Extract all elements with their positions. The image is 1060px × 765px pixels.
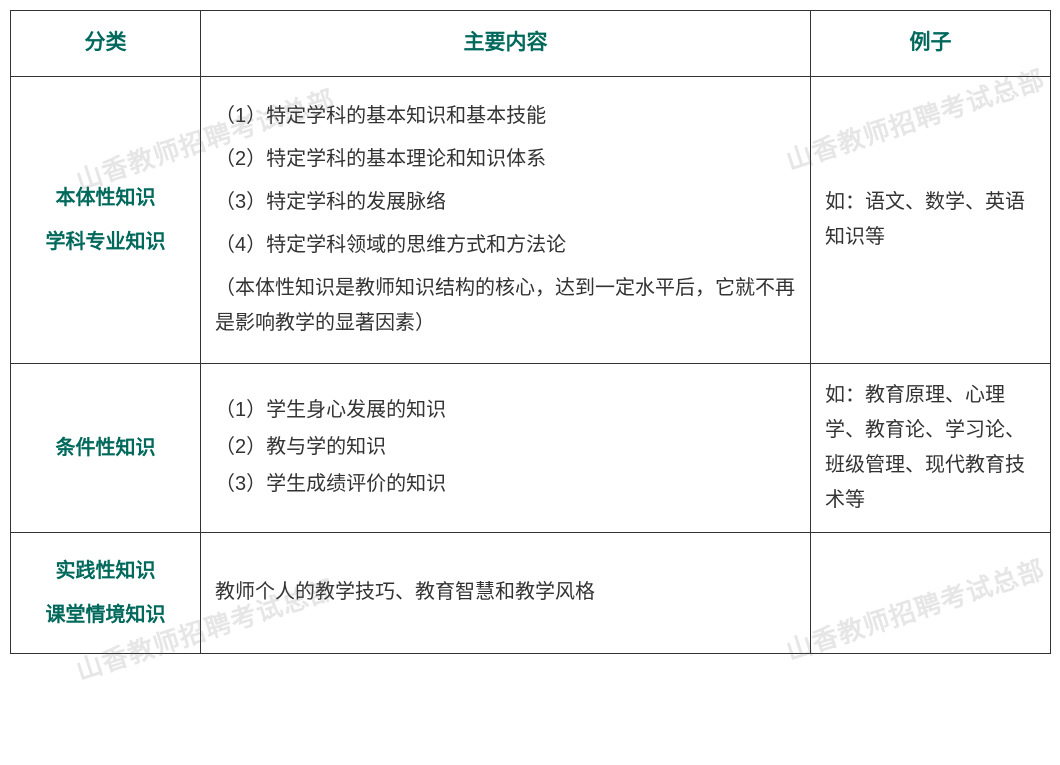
knowledge-types-table: 分类 主要内容 例子 本体性知识 学科专业知识 （1）特定学科的基本知识和基本技… bbox=[10, 10, 1051, 654]
category-line: 本体性知识 bbox=[19, 176, 192, 220]
content-note: （本体性知识是教师知识结构的核心，达到一定水平后，它就不再是影响教学的显著因素） bbox=[215, 271, 796, 341]
table-row: 实践性知识 课堂情境知识 教师个人的教学技巧、教育智慧和教学风格 bbox=[11, 532, 1051, 653]
col-example: 例子 bbox=[811, 11, 1051, 77]
category-line: 课堂情境知识 bbox=[19, 593, 192, 637]
content-cell: 教师个人的教学技巧、教育智慧和教学风格 bbox=[201, 532, 811, 653]
category-cell: 本体性知识 学科专业知识 bbox=[11, 76, 201, 363]
content-cell: （1）特定学科的基本知识和基本技能 （2）特定学科的基本理论和知识体系 （3）特… bbox=[201, 76, 811, 363]
content-item: （3）特定学科的发展脉络 bbox=[215, 185, 796, 220]
content-item: （2）教与学的知识 bbox=[215, 430, 796, 465]
example-cell: 如：教育原理、心理学、教育论、学习论、班级管理、现代教育技术等 bbox=[811, 363, 1051, 532]
category-cell: 实践性知识 课堂情境知识 bbox=[11, 532, 201, 653]
category-line: 学科专业知识 bbox=[19, 220, 192, 264]
example-cell bbox=[811, 532, 1051, 653]
content-item: （1）特定学科的基本知识和基本技能 bbox=[215, 99, 796, 134]
example-cell: 如：语文、数学、英语知识等 bbox=[811, 76, 1051, 363]
content-item: （1）学生身心发展的知识 bbox=[215, 393, 796, 428]
table-header-row: 分类 主要内容 例子 bbox=[11, 11, 1051, 77]
table-row: 本体性知识 学科专业知识 （1）特定学科的基本知识和基本技能 （2）特定学科的基… bbox=[11, 76, 1051, 363]
content-cell: （1）学生身心发展的知识 （2）教与学的知识 （3）学生成绩评价的知识 bbox=[201, 363, 811, 532]
content-note: 教师个人的教学技巧、教育智慧和教学风格 bbox=[215, 581, 595, 603]
col-content: 主要内容 bbox=[201, 11, 811, 77]
content-item: （3）学生成绩评价的知识 bbox=[215, 467, 796, 502]
content-item: （4）特定学科领域的思维方式和方法论 bbox=[215, 228, 796, 263]
category-cell: 条件性知识 bbox=[11, 363, 201, 532]
table-row: 条件性知识 （1）学生身心发展的知识 （2）教与学的知识 （3）学生成绩评价的知… bbox=[11, 363, 1051, 532]
category-line: 实践性知识 bbox=[19, 549, 192, 593]
content-item: （2）特定学科的基本理论和知识体系 bbox=[215, 142, 796, 177]
category-line: 条件性知识 bbox=[19, 426, 192, 470]
col-category: 分类 bbox=[11, 11, 201, 77]
